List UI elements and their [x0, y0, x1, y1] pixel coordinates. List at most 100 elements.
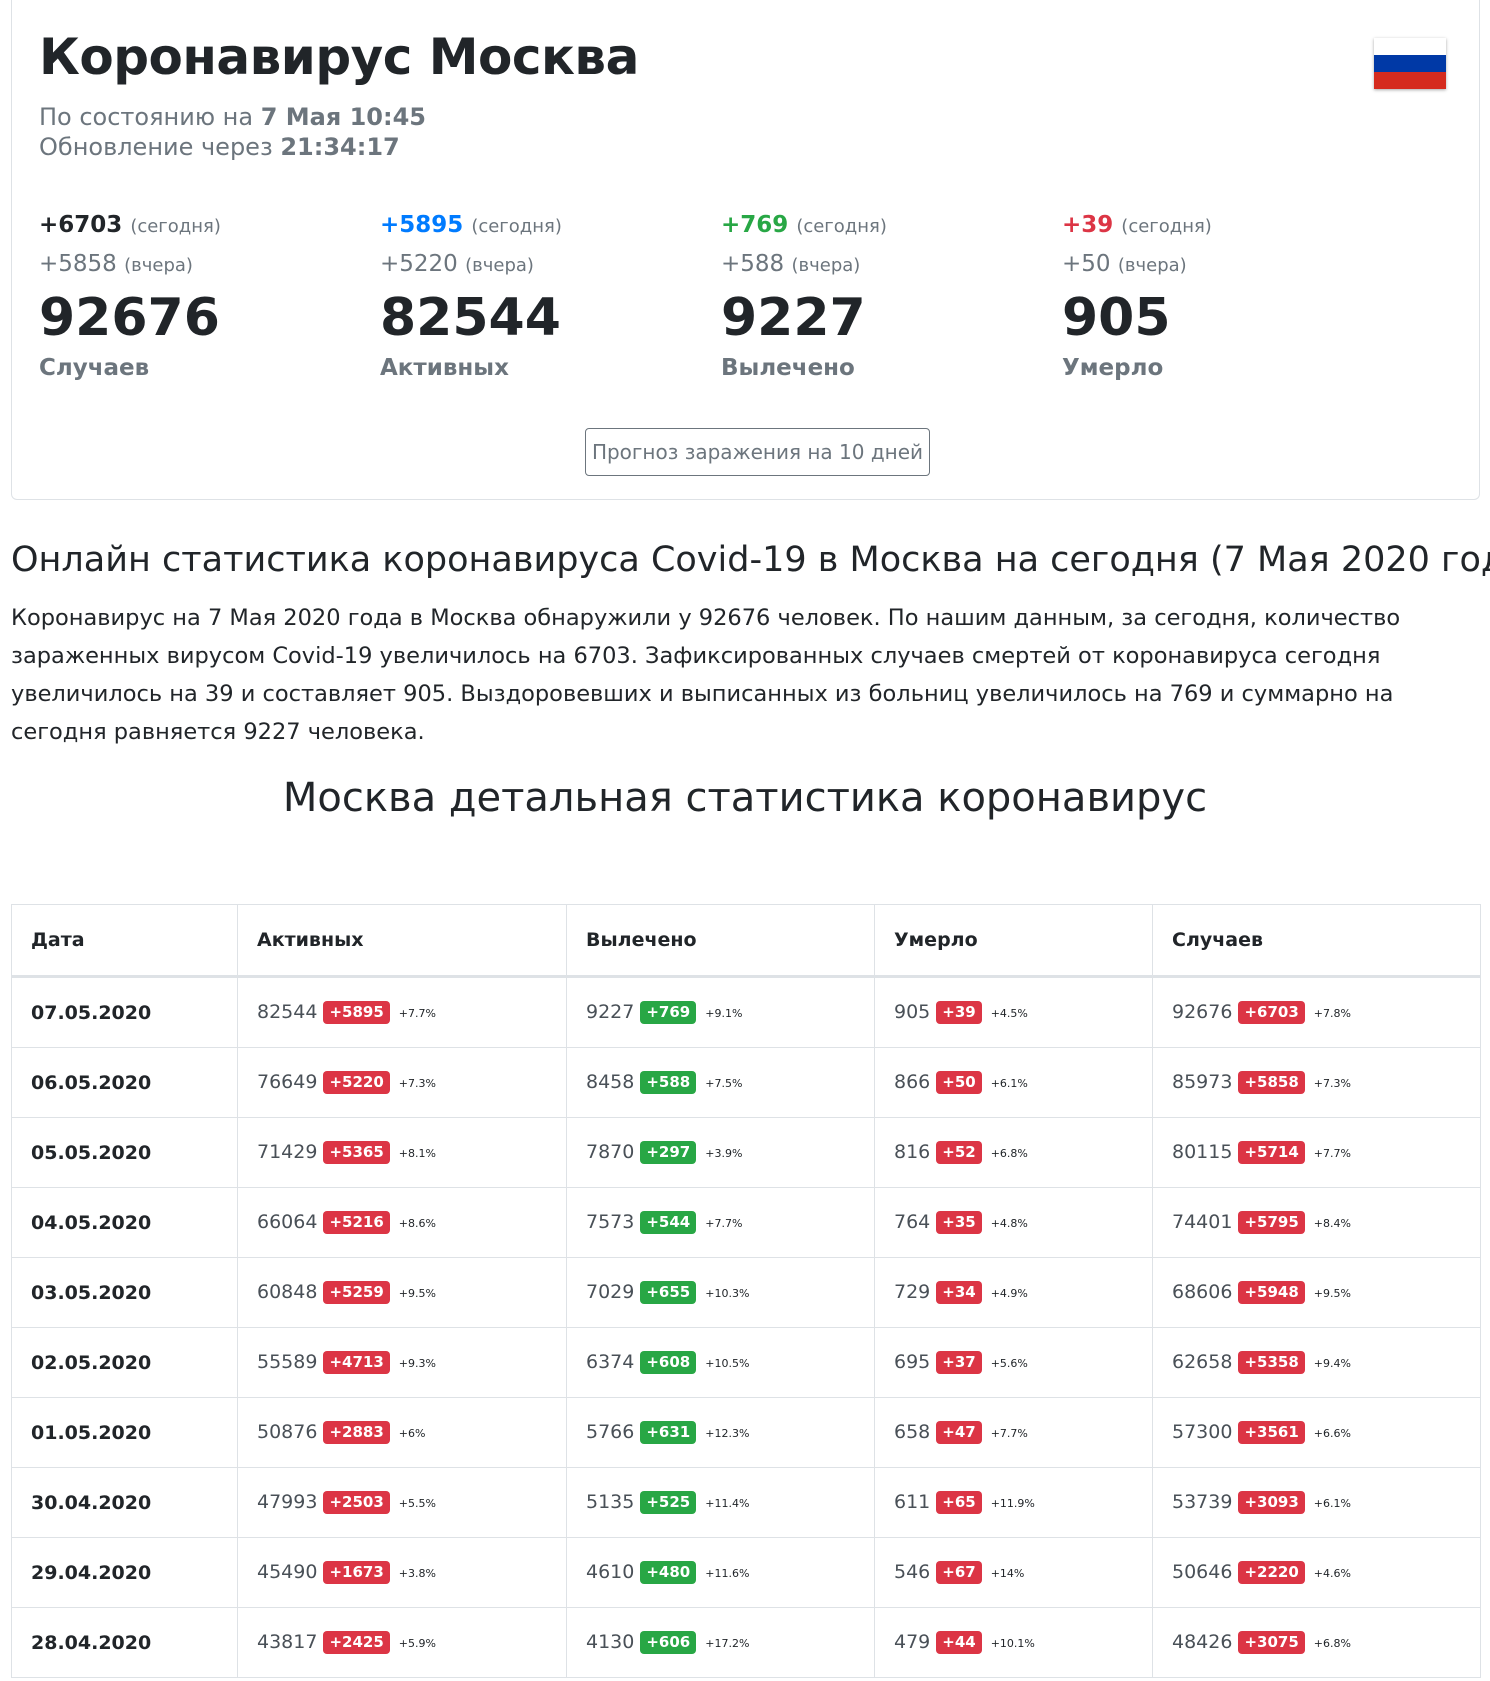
cell-deaths: 658 +47 +7.7% — [874, 1397, 1153, 1468]
cell-deaths-value: 816 — [894, 1141, 931, 1163]
cell-deaths: 611 +65 +11.9% — [874, 1467, 1153, 1538]
column-header-active: Активных — [237, 904, 567, 978]
table-row: 05.05.2020 71429 +5365 +8.1% 7870 +297 +3.9% 81… — [11, 1117, 1481, 1188]
cell-deaths-delta-badge: +37 — [936, 1351, 982, 1374]
status-date: 7 Мая 10:45 — [260, 103, 426, 131]
cell-date: 05.05.2020 — [11, 1117, 238, 1188]
cell-recovered-value: 4610 — [586, 1561, 635, 1583]
cell-cases-delta-badge: +5948 — [1238, 1281, 1305, 1304]
cell-cases-percent: +8.4% — [1313, 1217, 1351, 1230]
cell-deaths-value: 695 — [894, 1351, 931, 1373]
cell-active-value: 82544 — [257, 1001, 318, 1023]
cell-deaths-percent: +6.8% — [990, 1147, 1028, 1160]
cell-active-percent: +9.3% — [398, 1357, 436, 1370]
cell-deaths-value: 729 — [894, 1281, 931, 1303]
cell-deaths-percent: +10.1% — [990, 1637, 1035, 1650]
table-row: 30.04.2020 47993 +2503 +5.5% 5135 +525 +11.4% 6… — [11, 1467, 1481, 1538]
page-title: Коронавирус Москва — [39, 28, 639, 86]
cell-cases-percent: +6.1% — [1313, 1497, 1351, 1510]
cell-recovered-value: 5135 — [586, 1491, 635, 1513]
cell-deaths-delta-badge: +39 — [936, 1001, 982, 1024]
stat-active-today-value: +5895 — [380, 212, 464, 238]
cell-recovered: 5135 +525 +11.4% — [566, 1467, 875, 1538]
column-header-deaths: Умерло — [874, 904, 1153, 978]
cell-cases: 68606 +5948 +9.5% — [1152, 1257, 1481, 1328]
cell-cases-value: 53739 — [1172, 1491, 1233, 1513]
cell-recovered-percent: +7.5% — [705, 1077, 743, 1090]
cell-active: 43817 +2425 +5.9% — [237, 1607, 567, 1678]
cell-deaths-delta-badge: +67 — [936, 1561, 982, 1584]
cell-deaths-percent: +4.9% — [990, 1287, 1028, 1300]
forecast-button[interactable]: Прогноз заражения на 10 дней — [585, 428, 930, 476]
stat-deaths-today-note: (сегодня) — [1121, 216, 1212, 237]
cell-active-delta-badge: +4713 — [323, 1351, 390, 1374]
stat-active-yesterday-value: +5220 — [380, 251, 458, 277]
cell-deaths-delta-badge: +50 — [936, 1071, 982, 1094]
cell-deaths-percent: +7.7% — [990, 1427, 1028, 1440]
cell-active: 45490 +1673 +3.8% — [237, 1537, 567, 1608]
cell-cases-delta-badge: +3561 — [1238, 1421, 1305, 1444]
cell-active: 76649 +5220 +7.3% — [237, 1047, 567, 1118]
cell-active-value: 76649 — [257, 1071, 318, 1093]
cell-active-delta-badge: +5216 — [323, 1211, 390, 1234]
cell-deaths-delta-badge: +35 — [936, 1211, 982, 1234]
cell-cases-value: 50646 — [1172, 1561, 1233, 1583]
cell-deaths-delta-badge: +34 — [936, 1281, 982, 1304]
stat-active-total: 82544 — [380, 288, 561, 348]
stat-deaths-today-value: +39 — [1062, 212, 1114, 238]
stat-cases-today-value: +6703 — [39, 212, 123, 238]
cell-cases: 92676 +6703 +7.8% — [1152, 976, 1481, 1048]
cell-deaths-delta-badge: +47 — [936, 1421, 982, 1444]
cell-recovered-percent: +11.6% — [705, 1567, 750, 1580]
online-stats-text: Коронавирус на 7 Мая 2020 года в Москва … — [11, 605, 1401, 745]
cell-deaths-value: 479 — [894, 1631, 931, 1653]
cell-deaths-delta-badge: +52 — [936, 1141, 982, 1164]
cell-active-value: 71429 — [257, 1141, 318, 1163]
cell-active-delta-badge: +1673 — [323, 1561, 390, 1584]
stat-cases-today-note: (сегодня) — [130, 216, 221, 237]
cell-deaths-value: 546 — [894, 1561, 931, 1583]
cell-recovered-value: 7573 — [586, 1211, 635, 1233]
stat-cases-yesterday-note: (вчера) — [124, 255, 193, 276]
cell-active-value: 66064 — [257, 1211, 318, 1233]
cell-recovered-delta-badge: +588 — [640, 1071, 697, 1094]
cell-active-percent: +3.8% — [398, 1567, 436, 1580]
cell-active: 55589 +4713 +9.3% — [237, 1327, 567, 1398]
cell-cases-value: 85973 — [1172, 1071, 1233, 1093]
stat-deaths-yesterday: +50 (вчера) — [1062, 251, 1422, 283]
cell-cases-delta-badge: +5858 — [1238, 1071, 1305, 1094]
cell-active-value: 43817 — [257, 1631, 318, 1653]
cell-cases-value: 57300 — [1172, 1421, 1233, 1443]
cell-active: 60848 +5259 +9.5% — [237, 1257, 567, 1328]
cell-recovered-delta-badge: +606 — [640, 1631, 697, 1654]
stat-active-label: Активных — [380, 355, 509, 381]
stat-cases-yesterday-value: +5858 — [39, 251, 117, 277]
cell-recovered-value: 7870 — [586, 1141, 635, 1163]
cell-deaths: 866 +50 +6.1% — [874, 1047, 1153, 1118]
cell-cases-delta-badge: +6703 — [1238, 1001, 1305, 1024]
update-line: Обновление через 21:34:17 — [39, 133, 400, 161]
cell-deaths: 729 +34 +4.9% — [874, 1257, 1153, 1328]
cell-cases-percent: +6.6% — [1313, 1427, 1351, 1440]
detail-stats-heading: Москва детальная статистика коронавирус — [282, 775, 1208, 821]
cell-recovered: 7573 +544 +7.7% — [566, 1187, 875, 1258]
status-line: По состоянию на 7 Мая 10:45 — [39, 103, 426, 131]
cell-active-delta-badge: +2883 — [323, 1421, 390, 1444]
cell-cases-value: 48426 — [1172, 1631, 1233, 1653]
table-row: 29.04.2020 45490 +1673 +3.8% 4610 +480 +11.6% 5… — [11, 1537, 1481, 1608]
cell-recovered: 7870 +297 +3.9% — [566, 1117, 875, 1188]
table-row: 04.05.2020 66064 +5216 +8.6% 7573 +544 +7.7% 76… — [11, 1187, 1481, 1258]
cell-active: 71429 +5365 +8.1% — [237, 1117, 567, 1188]
cell-deaths: 816 +52 +6.8% — [874, 1117, 1153, 1188]
cell-deaths-delta-badge: +44 — [936, 1631, 982, 1654]
table-body: 07.05.2020 82544 +5895 +7.7% 9227 +769 +9.1% 90… — [11, 976, 1481, 1678]
cell-cases-percent: +9.4% — [1313, 1357, 1351, 1370]
stat-recovered-today: +769 (сегодня) — [721, 212, 1081, 246]
stat-recovered-yesterday-value: +588 — [721, 251, 785, 277]
cell-active-percent: +6% — [398, 1427, 426, 1440]
cell-active-delta-badge: +5259 — [323, 1281, 390, 1304]
stats-table: Дата Активных Вылечено Умерло Случаев 07… — [11, 904, 1481, 1678]
cell-deaths-percent: +4.5% — [990, 1007, 1028, 1020]
cell-recovered-percent: +17.2% — [705, 1637, 750, 1650]
cell-active: 47993 +2503 +5.5% — [237, 1467, 567, 1538]
